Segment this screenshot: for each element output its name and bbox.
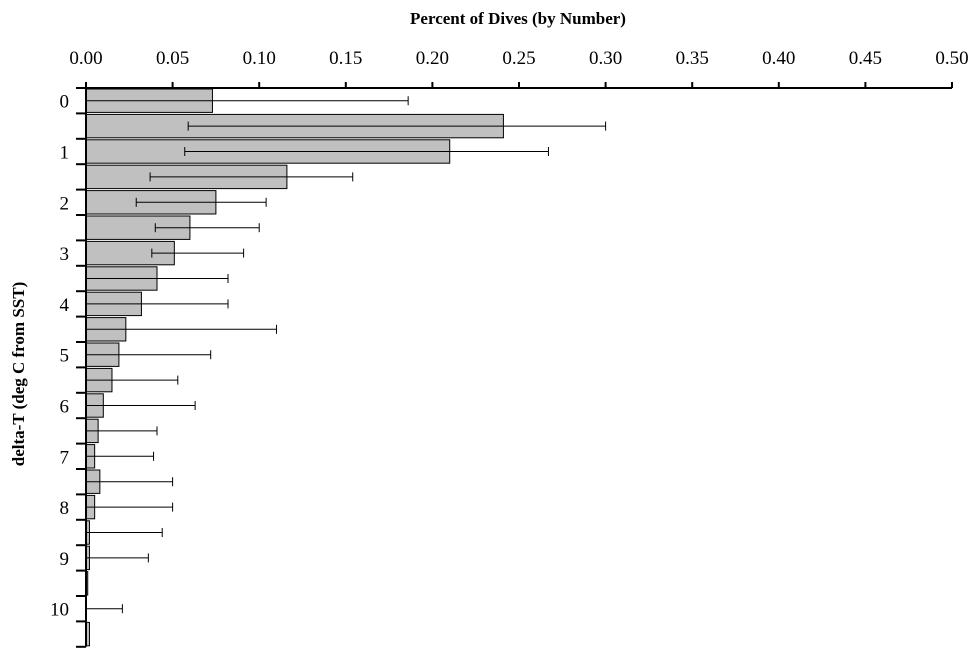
x-tick-label-8: 0.40 [762, 48, 795, 69]
y-tick-label-3: 3 [60, 244, 70, 265]
x-tick-label-3: 0.15 [329, 48, 362, 69]
y-axis-label: delta-T (deg C from SST) [9, 282, 28, 467]
x-tick-label-1: 0.05 [156, 48, 189, 69]
x-tick-label-4: 0.20 [416, 48, 449, 69]
x-tick-label-10: 0.50 [935, 48, 968, 69]
y-tick-label-10: 10 [50, 600, 69, 621]
x-tick-label-2: 0.10 [243, 48, 276, 69]
x-tick-label-6: 0.30 [589, 48, 622, 69]
x-tick-label-7: 0.35 [676, 48, 709, 69]
y-tick-label-1: 1 [60, 143, 70, 164]
y-tick-label-5: 5 [60, 346, 70, 367]
x-tick-label-9: 0.45 [849, 48, 882, 69]
chart-title: Percent of Dives (by Number) [410, 9, 626, 28]
y-tick-label-7: 7 [60, 447, 70, 468]
y-tick-label-6: 6 [60, 397, 70, 418]
y-tick-label-2: 2 [60, 193, 70, 214]
x-tick-label-0: 0.00 [69, 48, 102, 69]
x-tick-label-5: 0.25 [502, 48, 535, 69]
y-tick-label-8: 8 [60, 498, 70, 519]
error-bars-group [85, 96, 607, 614]
y-tick-label-0: 0 [60, 92, 70, 113]
y-tick-label-9: 9 [60, 549, 70, 570]
axes-group: 0.00 0.05 0.10 0.15 0.20 0.25 0.30 0.35 0.40 0.45… [50, 48, 969, 648]
y-tick-label-4: 4 [60, 295, 70, 316]
